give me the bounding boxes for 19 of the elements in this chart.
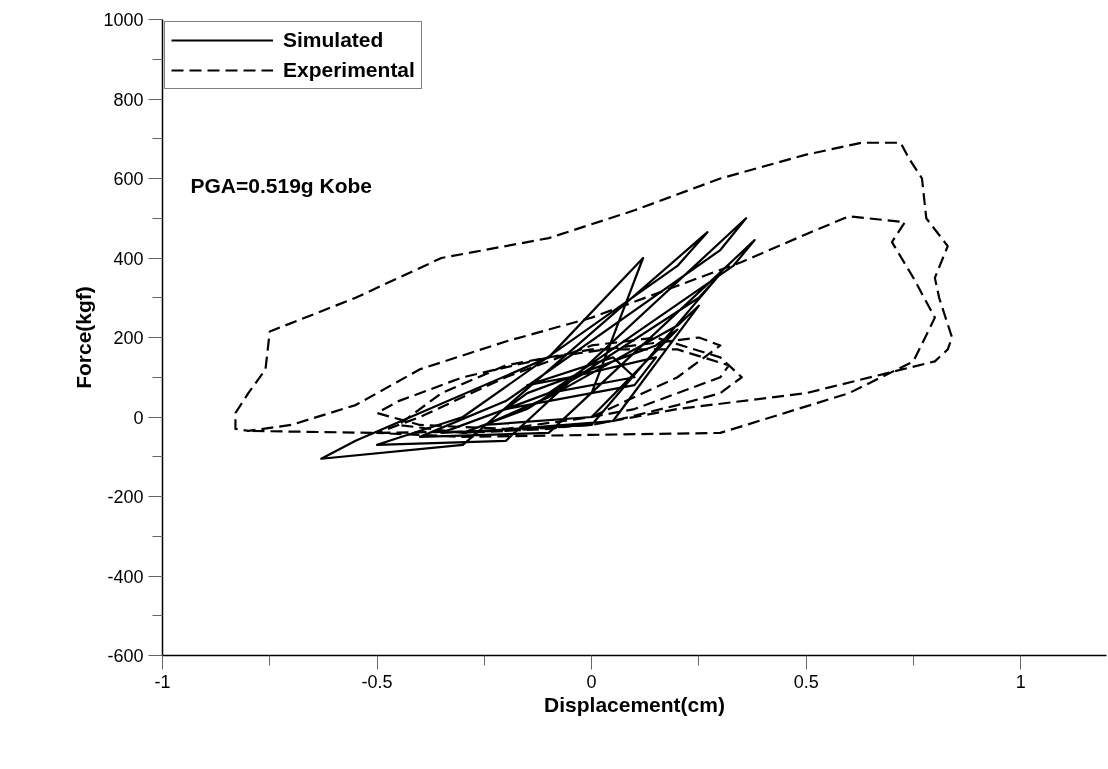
x-tick-label: 0 [586, 671, 597, 692]
y-tick-label: 1000 [103, 10, 144, 30]
y-axis-title: Force(kgf) [72, 286, 96, 389]
x-tick-label: 1 [1015, 671, 1026, 692]
y-tick-label: 400 [113, 248, 144, 269]
y-tick-label: 200 [113, 328, 144, 348]
x-tick-label: -0.5 [361, 671, 393, 692]
y-tick-label: -400 [107, 566, 144, 587]
y-tick-label: 600 [113, 169, 144, 189]
y-tick-label: -200 [107, 487, 144, 507]
x-tick-label: 0.5 [793, 671, 819, 692]
annotation: PGA=0.519g Kobe [190, 174, 372, 197]
legend-label: Simulated [283, 28, 384, 52]
x-axis-title: Displacement(cm) [544, 692, 725, 716]
legend-label: Experimental [283, 58, 415, 82]
y-tick-label: 0 [133, 407, 144, 428]
x-tick-label: -1 [154, 671, 171, 692]
y-tick-label: -600 [107, 646, 144, 666]
y-tick-label: 800 [113, 89, 144, 110]
